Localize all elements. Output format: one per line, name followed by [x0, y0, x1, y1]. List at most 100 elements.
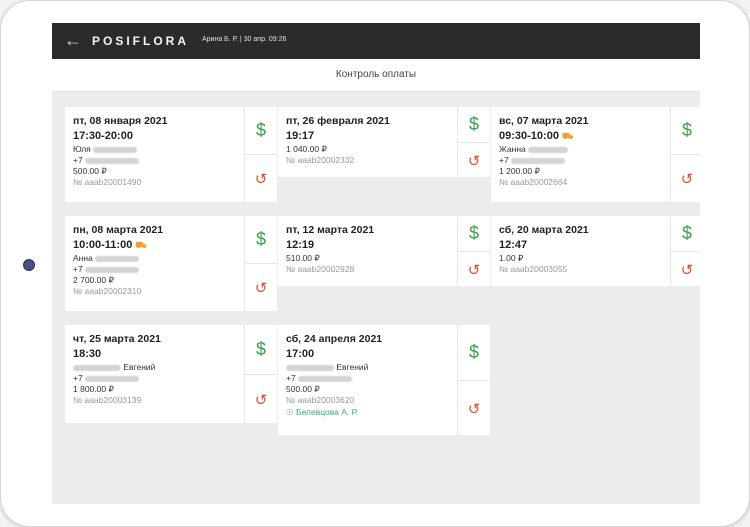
order-date: чт, 25 марта 2021: [73, 333, 161, 345]
pay-button[interactable]: $: [458, 325, 490, 380]
order-date: пт, 26 февраля 2021: [286, 115, 390, 127]
customer-name: Евгений: [123, 362, 156, 372]
order-number: № aaab20001490: [73, 177, 142, 187]
user-info: Арина Б. Р. | 30 апр. 09:26: [202, 36, 287, 43]
refund-icon: ↺: [254, 280, 268, 297]
pay-button[interactable]: $: [458, 216, 490, 251]
dollar-icon: $: [468, 342, 479, 362]
order-number: № aaab20002310: [73, 286, 142, 296]
refund-icon: ↺: [467, 261, 481, 279]
customer-phone: +7: [286, 373, 296, 383]
order-time: 17:30-20:00: [73, 130, 133, 142]
order-number: № aaab20003139: [73, 395, 142, 405]
order-number: № aaab20003620: [286, 395, 355, 405]
refund-button[interactable]: ↺: [245, 374, 277, 424]
redacted-text: [298, 375, 353, 382]
refund-button[interactable]: ↺: [671, 251, 700, 287]
customer-name: Юля: [73, 144, 91, 154]
dollar-icon: $: [468, 114, 479, 134]
refund-button[interactable]: ↺: [458, 142, 490, 178]
order-date: сб, 24 апреля 2021: [286, 333, 383, 345]
customer-phone: +7: [73, 264, 83, 274]
order-card: вс, 07 марта 2021 09:30-10:00 ⛟ Жанна +7…: [491, 107, 700, 202]
order-card: сб, 24 апреля 2021 17:00 Евгений +7 500.…: [278, 325, 490, 435]
redacted-text: [85, 375, 140, 382]
order-amount: 2 700.00 ₽: [73, 275, 114, 285]
order-date: пт, 08 января 2021: [73, 115, 168, 127]
top-bar: ← POSIFLORA Арина Б. Р. | 30 апр. 09:26: [52, 23, 700, 59]
dollar-icon: $: [468, 223, 479, 243]
dollar-icon: $: [255, 339, 266, 359]
logo: POSIFLORA: [92, 34, 190, 48]
refund-button[interactable]: ↺: [458, 380, 490, 436]
arrow-left-icon[interactable]: ←: [64, 30, 82, 50]
pay-button[interactable]: $: [245, 325, 277, 374]
order-card: пн, 08 марта 2021 10:00-11:00 ⛟ Анна +7 …: [65, 216, 277, 311]
refund-button[interactable]: ↺: [245, 154, 277, 203]
refund-button[interactable]: ↺: [671, 154, 700, 203]
redacted-text: [511, 157, 566, 164]
order-date: сб, 20 марта 2021: [499, 224, 589, 236]
courier-name: Белевцова А. Р.: [296, 407, 359, 417]
order-amount: 1.00 ₽: [499, 253, 524, 263]
page-header: Контроль оплаты: [52, 59, 700, 92]
refund-icon: ↺: [467, 152, 481, 170]
order-amount: 1 040.00 ₽: [286, 144, 327, 154]
order-date: пн, 08 марта 2021: [73, 224, 164, 236]
delivery-truck-icon: ⛟: [135, 240, 147, 250]
order-number: № aaab20002928: [286, 264, 355, 274]
order-time: 12:19: [286, 239, 315, 251]
order-card: сб, 20 марта 2021 12:47 1.00 ₽ № aaab200…: [491, 216, 700, 286]
delivery-truck-icon: ⛟: [562, 131, 574, 141]
pay-button[interactable]: $: [671, 107, 700, 154]
order-time: 18:30: [73, 348, 102, 360]
redacted-text: [85, 266, 140, 273]
camera-dot: [23, 259, 35, 271]
customer-name: Жанна: [499, 144, 526, 154]
refund-icon: ↺: [680, 171, 694, 188]
order-card: чт, 25 марта 2021 18:30 Евгений +7 1 800…: [65, 325, 277, 423]
order-date: вс, 07 марта 2021: [499, 115, 589, 127]
order-card: пт, 26 февраля 2021 19:17 1 040.00 ₽ № a…: [278, 107, 490, 177]
order-amount: 500.00 ₽: [73, 166, 107, 176]
order-time: 17:00: [286, 348, 315, 360]
order-amount: 500.00 ₽: [286, 384, 320, 394]
pay-button[interactable]: $: [245, 107, 277, 154]
customer-name: Анна: [73, 253, 93, 263]
redacted-text: [85, 157, 140, 164]
order-amount: 1 800.00 ₽: [73, 384, 114, 394]
redacted-text: [95, 255, 140, 262]
customer-name: Евгений: [336, 362, 369, 372]
order-time: 09:30-10:00: [499, 130, 559, 142]
order-number: № aaab20002332: [286, 155, 355, 165]
refund-icon: ↺: [680, 261, 694, 279]
order-card: пт, 08 января 2021 17:30-20:00 Юля +7 50…: [65, 107, 277, 202]
refund-icon: ↺: [254, 391, 268, 409]
pay-button[interactable]: $: [671, 216, 700, 251]
order-time: 12:47: [499, 239, 528, 251]
refund-icon: ↺: [254, 171, 268, 188]
pay-button[interactable]: $: [245, 216, 277, 263]
dollar-icon: $: [255, 120, 266, 140]
redacted-text: [528, 146, 569, 153]
order-date: пт, 12 марта 2021: [286, 224, 375, 236]
redacted-text: [73, 364, 121, 371]
page-title: Контроль оплаты: [335, 69, 417, 80]
order-time: 10:00-11:00: [73, 239, 133, 251]
order-card: пт, 12 марта 2021 12:19 510.00 ₽ № aaab2…: [278, 216, 490, 286]
redacted-text: [286, 364, 334, 371]
dollar-icon: $: [255, 229, 266, 249]
refund-button[interactable]: ↺: [245, 263, 277, 312]
order-amount: 510.00 ₽: [286, 253, 320, 263]
order-number: № aaab20003055: [499, 264, 568, 274]
customer-phone: +7: [73, 155, 83, 165]
dollar-icon: $: [681, 223, 692, 243]
order-time: 19:17: [286, 130, 315, 142]
pay-button[interactable]: $: [458, 107, 490, 142]
app-screen: ← POSIFLORA Арина Б. Р. | 30 апр. 09:26 …: [52, 23, 700, 504]
order-amount: 1 200.00 ₽: [499, 166, 540, 176]
dollar-icon: $: [681, 120, 692, 140]
redacted-text: [93, 146, 138, 153]
refund-button[interactable]: ↺: [458, 251, 490, 287]
